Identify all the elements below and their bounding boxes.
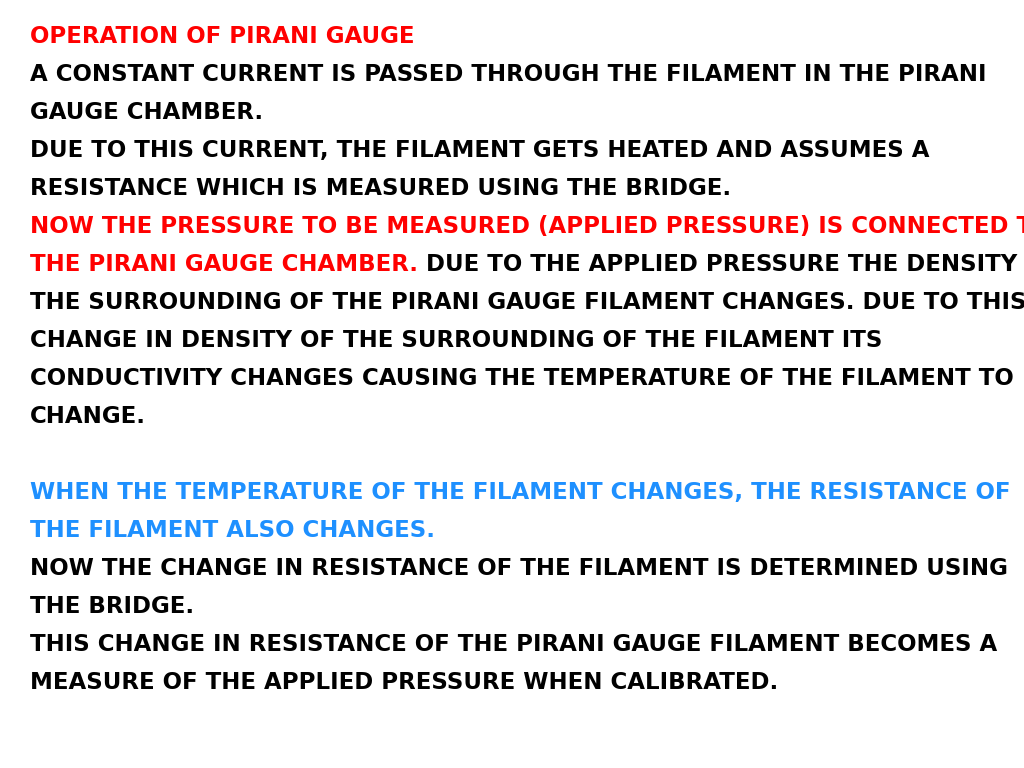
Text: CONDUCTIVITY CHANGES CAUSING THE TEMPERATURE OF THE FILAMENT TO: CONDUCTIVITY CHANGES CAUSING THE TEMPERA…	[30, 367, 1014, 390]
Text: THIS CHANGE IN RESISTANCE OF THE PIRANI GAUGE FILAMENT BECOMES A: THIS CHANGE IN RESISTANCE OF THE PIRANI …	[30, 633, 997, 656]
Text: RESISTANCE WHICH IS MEASURED USING THE BRIDGE.: RESISTANCE WHICH IS MEASURED USING THE B…	[30, 177, 731, 200]
Text: DUE TO THIS CURRENT, THE FILAMENT GETS HEATED AND ASSUMES A: DUE TO THIS CURRENT, THE FILAMENT GETS H…	[30, 139, 930, 162]
Text: THE SURROUNDING OF THE PIRANI GAUGE FILAMENT CHANGES. DUE TO THIS: THE SURROUNDING OF THE PIRANI GAUGE FILA…	[30, 291, 1024, 314]
Text: OPERATION OF PIRANI GAUGE: OPERATION OF PIRANI GAUGE	[30, 25, 415, 48]
Text: A CONSTANT CURRENT IS PASSED THROUGH THE FILAMENT IN THE PIRANI: A CONSTANT CURRENT IS PASSED THROUGH THE…	[30, 63, 986, 86]
Text: NOW THE PRESSURE TO BE MEASURED (APPLIED PRESSURE) IS CONNECTED TO: NOW THE PRESSURE TO BE MEASURED (APPLIED…	[30, 215, 1024, 238]
Text: THE FILAMENT ALSO CHANGES.: THE FILAMENT ALSO CHANGES.	[30, 519, 435, 542]
Text: CHANGE.: CHANGE.	[30, 405, 146, 428]
Text: THE BRIDGE.: THE BRIDGE.	[30, 595, 195, 618]
Text: CHANGE IN DENSITY OF THE SURROUNDING OF THE FILAMENT ITS: CHANGE IN DENSITY OF THE SURROUNDING OF …	[30, 329, 883, 352]
Text: WHEN THE TEMPERATURE OF THE FILAMENT CHANGES, THE RESISTANCE OF: WHEN THE TEMPERATURE OF THE FILAMENT CHA…	[30, 481, 1011, 504]
Text: MEASURE OF THE APPLIED PRESSURE WHEN CALIBRATED.: MEASURE OF THE APPLIED PRESSURE WHEN CAL…	[30, 671, 778, 694]
Text: THE PIRANI GAUGE CHAMBER.: THE PIRANI GAUGE CHAMBER.	[30, 253, 418, 276]
Text: DUE TO THE APPLIED PRESSURE THE DENSITY OF: DUE TO THE APPLIED PRESSURE THE DENSITY …	[418, 253, 1024, 276]
Text: GAUGE CHAMBER.: GAUGE CHAMBER.	[30, 101, 263, 124]
Text: NOW THE CHANGE IN RESISTANCE OF THE FILAMENT IS DETERMINED USING: NOW THE CHANGE IN RESISTANCE OF THE FILA…	[30, 557, 1008, 580]
